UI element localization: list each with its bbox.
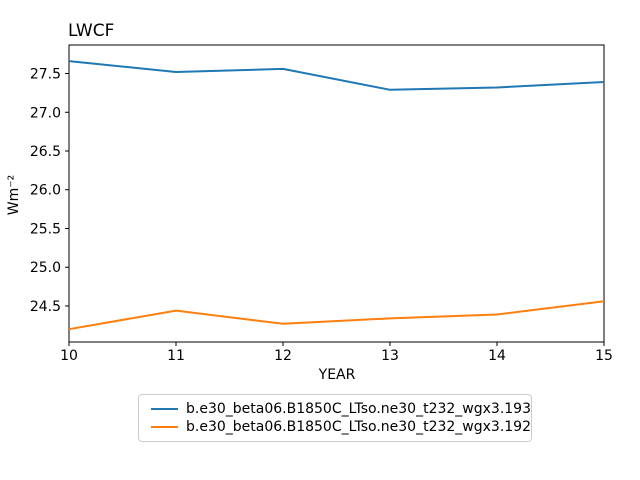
y-tick-label: 26.0 xyxy=(30,183,61,199)
legend: b.e30_beta06.B1850C_LTso.ne30_t232_wgx3.… xyxy=(138,394,532,442)
legend-label: b.e30_beta06.B1850C_LTso.ne30_t232_wgx3.… xyxy=(186,419,531,435)
series-line-0 xyxy=(68,60,605,91)
y-tick-label: 26.5 xyxy=(30,144,61,160)
x-tick-label: 10 xyxy=(60,348,78,364)
legend-item: b.e30_beta06.B1850C_LTso.ne30_t232_wgx3.… xyxy=(151,401,531,417)
legend-line-swatch-blue xyxy=(151,408,178,410)
chart-title: LWCF xyxy=(68,21,115,41)
series-line-1 xyxy=(68,300,605,331)
x-tick-label: 12 xyxy=(274,348,292,364)
x-tick-label: 11 xyxy=(167,348,185,364)
axes-frame xyxy=(68,44,605,343)
y-axis-label: Wm⁻² xyxy=(6,174,22,216)
legend-label: b.e30_beta06.B1850C_LTso.ne30_t232_wgx3.… xyxy=(186,401,531,417)
y-tick-label: 27.0 xyxy=(30,105,61,121)
x-tick-label: 14 xyxy=(488,348,506,364)
x-tick-label: 15 xyxy=(595,348,613,364)
x-tick-label: 13 xyxy=(381,348,399,364)
y-tick-label: 25.0 xyxy=(30,260,61,276)
legend-item: b.e30_beta06.B1850C_LTso.ne30_t232_wgx3.… xyxy=(151,419,531,435)
legend-line-swatch-orange xyxy=(151,426,178,428)
x-axis-label: YEAR xyxy=(318,367,356,383)
y-tick-label: 25.5 xyxy=(30,221,61,237)
y-tick-label: 24.5 xyxy=(30,299,61,315)
y-tick-label: 27.5 xyxy=(30,67,61,83)
